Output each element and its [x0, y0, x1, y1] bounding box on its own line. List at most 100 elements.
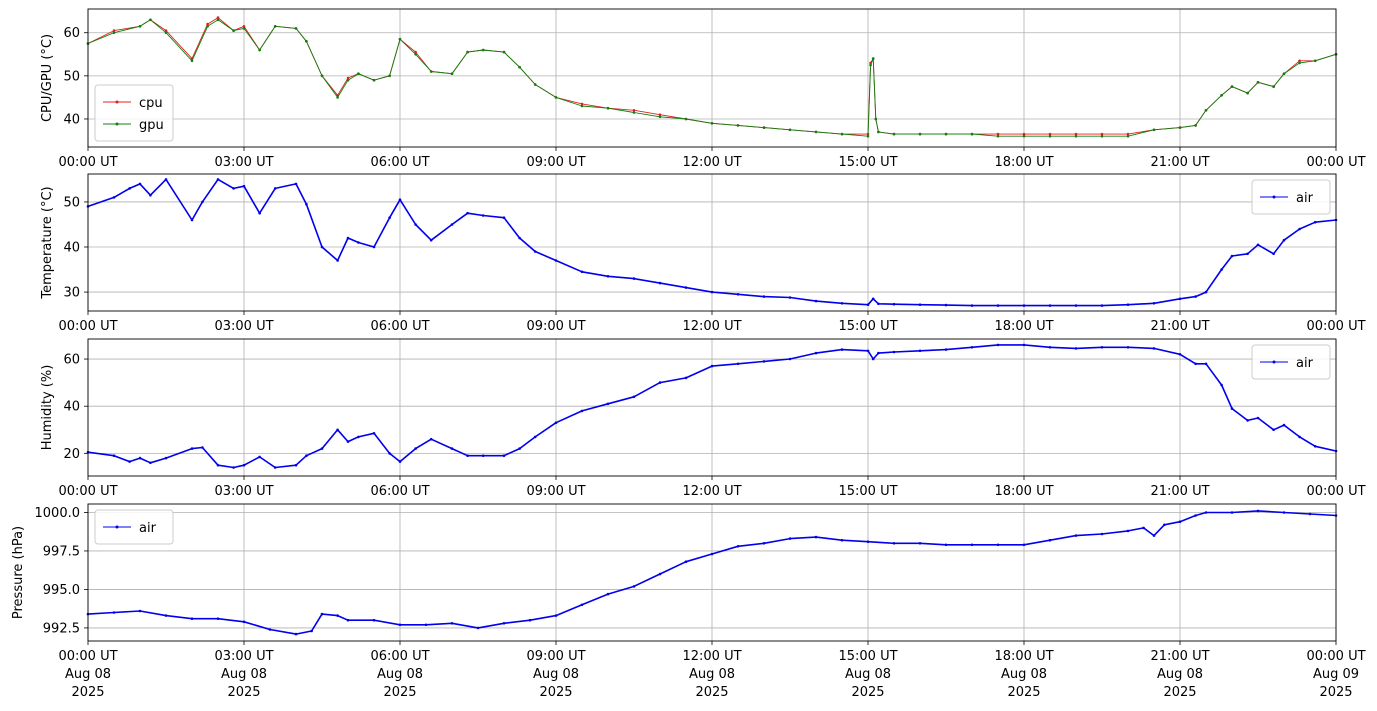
- series-line-air: [87, 178, 1337, 307]
- data-point-air: [502, 622, 506, 625]
- data-point-air: [346, 440, 350, 443]
- legend-marker-air: [115, 525, 119, 529]
- data-point-gpu: [518, 65, 521, 69]
- data-point-gpu: [606, 106, 610, 110]
- x-tick-year: 2025: [1319, 685, 1352, 700]
- y-axis-label: CPU/GPU (°C): [40, 34, 55, 122]
- data-point-air: [1204, 362, 1208, 366]
- data-point-air: [258, 455, 261, 459]
- data-point-air: [320, 612, 324, 616]
- data-point-gpu: [1204, 109, 1208, 112]
- data-point-air: [606, 402, 610, 406]
- data-point-air: [268, 628, 272, 631]
- data-point-gpu: [1282, 72, 1286, 75]
- chart-panel-2: 30 40 50 00:00 UT 03:00 UT 06:00 UT 09:00 UT 12…: [40, 173, 1366, 334]
- x-tick-date: Aug 09: [1313, 667, 1359, 682]
- legend-label-air: air: [1296, 191, 1314, 206]
- data-point-air: [336, 428, 339, 432]
- x-tick-label: 09:00 UT: [526, 484, 585, 499]
- data-point-gpu: [944, 132, 948, 136]
- data-point-air: [632, 585, 636, 588]
- x-tick-label: 09:00 UT: [526, 649, 585, 664]
- data-point-gpu: [398, 37, 402, 41]
- data-point-gpu: [762, 126, 766, 129]
- legend: cpu gpu: [94, 84, 174, 142]
- x-tick-date: Aug 08: [1157, 667, 1203, 682]
- data-point-air: [1282, 238, 1286, 242]
- data-point-air: [164, 178, 168, 181]
- data-point-gpu: [710, 122, 714, 125]
- data-point-air: [1178, 520, 1182, 523]
- data-point-air: [294, 182, 298, 186]
- data-point-air: [1298, 435, 1301, 439]
- data-point-air: [112, 454, 116, 458]
- data-point-air: [892, 302, 896, 306]
- data-point-air: [1022, 543, 1026, 547]
- data-point-gpu: [372, 78, 376, 82]
- data-point-air: [190, 617, 194, 620]
- legend-marker-cpu: [115, 100, 119, 104]
- data-point-air: [372, 618, 376, 622]
- data-point-air: [190, 447, 194, 450]
- data-point-gpu: [788, 128, 792, 132]
- data-point-cpu: [242, 25, 246, 28]
- data-point-cpu: [206, 22, 209, 26]
- data-point-gpu: [1194, 124, 1197, 127]
- data-point-air: [1298, 227, 1301, 231]
- data-point-air: [128, 460, 131, 463]
- data-point-air: [1282, 423, 1286, 427]
- legend-label-gpu: gpu: [139, 118, 164, 133]
- x-tick-label: 12:00 UT: [682, 319, 741, 334]
- x-tick-label: 15:00 UT: [838, 319, 897, 334]
- y-tick-label: 60: [63, 353, 80, 368]
- legend-marker-air: [1272, 195, 1276, 199]
- data-point-air: [684, 376, 688, 380]
- data-point-air: [310, 629, 313, 633]
- y-tick-label: 40: [63, 400, 80, 415]
- y-tick-label: 30: [63, 286, 80, 301]
- data-point-air: [476, 626, 480, 630]
- data-point-air: [866, 303, 870, 307]
- data-point-air: [481, 214, 485, 217]
- y-tick-label: 40: [63, 241, 80, 256]
- data-point-cpu: [1022, 132, 1026, 136]
- data-point-air: [1178, 353, 1182, 356]
- data-point-air: [128, 187, 131, 190]
- data-point-cpu: [1074, 132, 1078, 136]
- data-point-air: [944, 348, 948, 351]
- data-point-cpu: [1048, 132, 1052, 136]
- data-point-gpu: [996, 134, 1000, 138]
- data-point-air: [201, 446, 204, 449]
- data-point-air: [1152, 302, 1156, 305]
- data-point-cpu: [112, 29, 116, 32]
- y-tick-label: 60: [63, 26, 80, 41]
- x-tick-label: 21:00 UT: [1150, 319, 1209, 334]
- x-tick-label: 06:00 UT: [370, 484, 429, 499]
- data-point-air: [1256, 509, 1260, 513]
- data-point-air: [201, 200, 204, 204]
- data-point-air: [388, 216, 391, 219]
- data-point-air: [970, 543, 974, 547]
- data-point-gpu: [580, 104, 584, 108]
- data-point-air: [320, 447, 324, 450]
- data-point-air: [762, 295, 766, 298]
- data-point-air: [294, 463, 298, 467]
- data-point-air: [164, 614, 168, 617]
- legend-marker-gpu: [115, 122, 119, 126]
- x-tick-label: 03:00 UT: [214, 155, 273, 170]
- series-line-air: [87, 344, 1337, 469]
- data-point-gpu: [481, 48, 485, 52]
- data-point-air: [1074, 304, 1078, 307]
- data-point-air: [232, 466, 235, 469]
- data-point-gpu: [869, 63, 872, 67]
- data-point-air: [481, 454, 485, 458]
- data-point-air: [429, 238, 433, 242]
- x-tick-year: 2025: [851, 685, 884, 700]
- data-point-gpu: [320, 74, 324, 78]
- data-point-air: [1282, 511, 1286, 514]
- data-point-air: [1152, 347, 1156, 350]
- data-point-gpu: [190, 59, 194, 63]
- y-tick-label: 50: [63, 69, 80, 84]
- data-point-gpu: [138, 25, 142, 28]
